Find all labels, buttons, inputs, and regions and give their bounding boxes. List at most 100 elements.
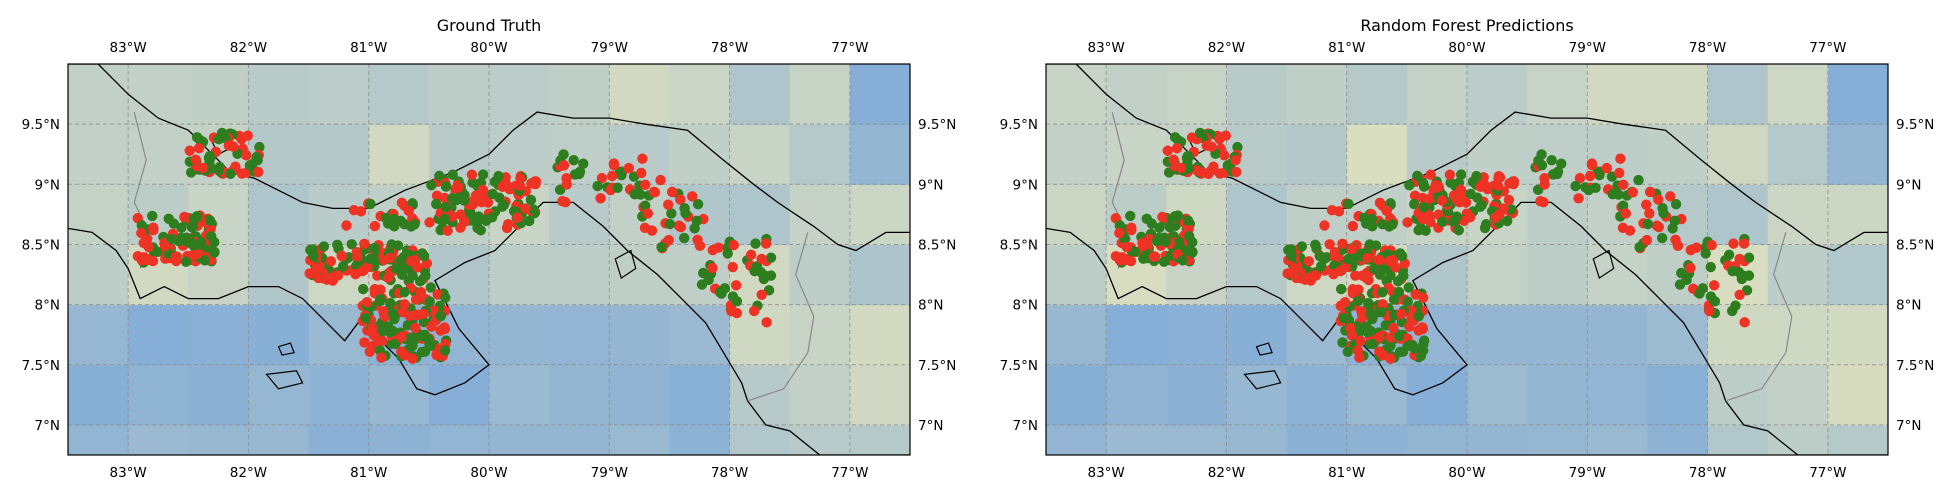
presence-point (1230, 154, 1241, 166)
presence-point (1417, 213, 1429, 225)
absence-point (1310, 239, 1321, 250)
lon-tick-label-top: 82°W (230, 40, 267, 56)
absence-point (528, 204, 539, 215)
absence-point (1154, 222, 1165, 233)
presence-point (1644, 208, 1655, 219)
presence-point (325, 256, 337, 267)
presence-point (557, 195, 568, 207)
absence-point (357, 283, 369, 295)
absence-point (1232, 141, 1243, 153)
presence-point (663, 234, 675, 246)
absence-point (399, 286, 410, 298)
lat-tick-label-left: 8.5°N (1000, 237, 1038, 253)
presence-point (1573, 193, 1584, 204)
raster-cell (368, 424, 430, 455)
absence-point (1368, 263, 1380, 274)
presence-point (1303, 256, 1315, 267)
raster-cell (849, 364, 910, 426)
presence-point (646, 225, 658, 236)
absence-point (1727, 265, 1738, 277)
presence-point (745, 249, 757, 261)
presence-point (1618, 179, 1629, 190)
raster-cell (128, 364, 189, 426)
raster-cell (188, 304, 250, 366)
raster-cell (1707, 184, 1769, 246)
absence-point (1642, 218, 1654, 230)
presence-point (1413, 325, 1424, 336)
presence-point (1289, 262, 1300, 274)
absence-point (568, 154, 579, 166)
presence-point (1738, 238, 1750, 249)
presence-point (1326, 204, 1338, 216)
presence-point (1620, 208, 1632, 219)
raster-cell (1046, 244, 1107, 306)
absence-point (731, 296, 743, 307)
presence-point (1354, 352, 1365, 363)
raster-cell (729, 124, 791, 185)
raster-cell (1226, 184, 1288, 246)
presence-point (372, 270, 383, 281)
raster-cell (1286, 64, 1348, 125)
raster-cell (609, 364, 671, 426)
presence-point (1347, 243, 1358, 254)
presence-point (1644, 186, 1656, 198)
lon-tick-label-top: 82°W (1208, 40, 1245, 56)
presence-point (1162, 145, 1173, 156)
absence-point (1169, 211, 1181, 222)
absence-point (1471, 170, 1482, 182)
absence-point (385, 297, 396, 309)
absence-point (1670, 198, 1682, 210)
absence-point (439, 345, 451, 356)
raster-cell (428, 424, 490, 455)
presence-point (1402, 217, 1413, 228)
presence-point (1706, 239, 1718, 251)
absence-point (1723, 249, 1735, 261)
absence-point (1536, 160, 1548, 171)
absence-point (1377, 218, 1388, 230)
raster-cell (1527, 364, 1588, 426)
absence-point (1403, 340, 1415, 351)
lon-tick-label-bottom: 81°W (1328, 465, 1365, 481)
presence-point (403, 205, 414, 217)
presence-point (692, 234, 703, 245)
raster-cell (248, 64, 310, 125)
raster-cell (1406, 64, 1468, 125)
raster-cell (1286, 364, 1348, 426)
absence-point (1743, 252, 1755, 263)
presence-point (428, 305, 439, 316)
raster-cell (849, 424, 910, 455)
raster-cell (609, 424, 671, 455)
raster-cell (1707, 364, 1769, 426)
absence-point (1419, 181, 1430, 192)
raster-cell (669, 124, 731, 185)
raster-cell (1406, 364, 1468, 426)
absence-point (1394, 346, 1406, 358)
presence-point (1704, 305, 1715, 317)
lat-tick-label-left: 7.5°N (1000, 358, 1038, 374)
presence-point (642, 208, 654, 219)
raster-cell (248, 424, 310, 455)
raster-cell (489, 64, 550, 125)
absence-point (1681, 274, 1692, 286)
absence-point (440, 201, 452, 213)
presence-point (197, 162, 209, 174)
lon-tick-label-top: 81°W (1328, 40, 1365, 56)
absence-point (1342, 346, 1353, 357)
presence-point (748, 305, 760, 317)
presence-point (1503, 194, 1515, 206)
raster-cell (1767, 304, 1829, 366)
raster-cell (1226, 64, 1288, 125)
presence-point (1425, 193, 1436, 204)
lon-tick-label-top: 80°W (1448, 40, 1485, 56)
absence-point (252, 154, 263, 166)
absence-point (765, 252, 777, 263)
presence-point (512, 212, 523, 223)
raster-cell (1226, 364, 1288, 426)
presence-point (193, 143, 205, 154)
presence-point (1436, 195, 1448, 206)
raster-cell (849, 124, 910, 185)
presence-point (1347, 220, 1359, 232)
presence-point (376, 352, 387, 363)
absence-point (1420, 225, 1431, 236)
presence-point (359, 337, 370, 348)
